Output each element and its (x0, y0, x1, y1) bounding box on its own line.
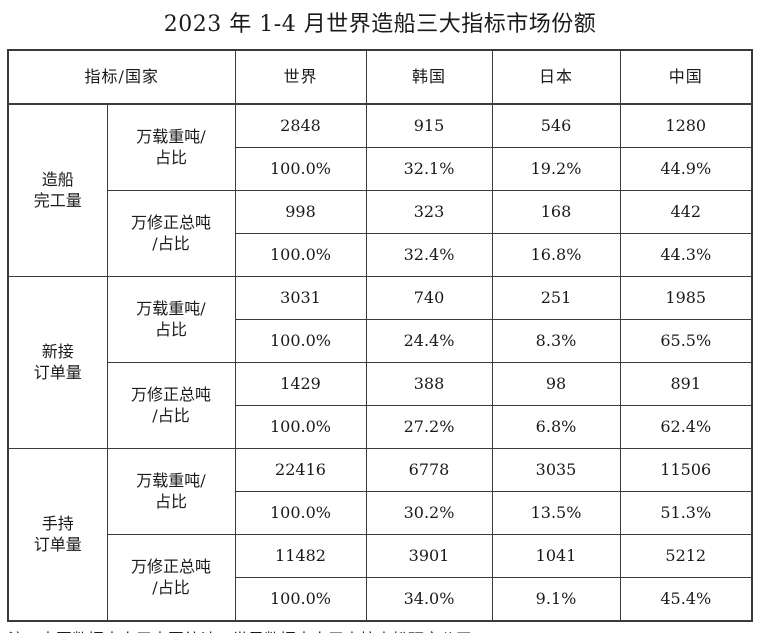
table-row: 100.0% 32.1% 19.2% 44.9% (8, 147, 753, 191)
cell-share: 100.0% (234, 233, 367, 277)
metric-label-dwt: 万载重吨/ 占比 (106, 448, 236, 535)
cell-share: 27.2% (365, 405, 493, 449)
table-row: 新接 订单量 万载重吨/ 占比 3031 740 251 1985 (7, 276, 753, 449)
cell-value: 998 (234, 190, 367, 234)
metric-label-cgt: 万修正总吨 /占比 (106, 190, 236, 277)
section-label-new-orders: 新接 订单量 (7, 276, 108, 449)
metric-label-line: /占比 (152, 405, 190, 425)
cell-value: 546 (491, 103, 621, 148)
cell-share: 8.3% (491, 319, 621, 363)
cell-share: 34.0% (365, 577, 493, 622)
cell-value: 442 (619, 190, 753, 234)
cell-share: 9.1% (491, 577, 621, 622)
metric-label-line: 万载重吨/ (136, 298, 206, 318)
metric-label-line: 占比 (154, 319, 187, 339)
cell-share: 62.4% (619, 405, 753, 449)
column-header-korea: 韩国 (365, 49, 493, 105)
source-note: 注：中国数据来自于中国统计，世界数据来自于克拉克松研究公司。 (8, 626, 760, 633)
page-title: 2023 年 1-4 月世界造船三大指标市场份额 (163, 12, 597, 37)
cell-value: 1985 (619, 276, 753, 320)
cell-value: 168 (491, 190, 621, 234)
table-row: 100.0% 30.2% 13.5% 51.3% (8, 491, 753, 535)
cell-value: 98 (491, 362, 621, 406)
section-label-line: 新接 (41, 341, 74, 361)
metric-label-dwt: 万载重吨/ 占比 (106, 276, 236, 363)
cell-share: 100.0% (234, 405, 367, 449)
cell-value: 1041 (491, 534, 621, 578)
cell-value: 22416 (234, 448, 367, 492)
cell-value: 2848 (234, 103, 367, 148)
cell-share: 24.4% (365, 319, 493, 363)
cell-value: 1280 (619, 103, 753, 148)
section-label-line: 手持 (41, 513, 74, 533)
table-row: 万修正总吨 /占比 11482 3901 1041 5212 (8, 534, 753, 622)
cell-value: 891 (619, 362, 753, 406)
metric-label-line: 万修正总吨 (130, 384, 211, 404)
metric-label-cgt: 万修正总吨 /占比 (106, 362, 236, 449)
cell-share: 19.2% (491, 147, 621, 191)
cell-value: 1429 (234, 362, 367, 406)
column-header-japan: 日本 (491, 49, 621, 105)
cell-share: 100.0% (234, 319, 367, 363)
cell-share: 16.8% (491, 233, 621, 277)
cell-share: 45.4% (619, 577, 753, 622)
cell-share: 100.0% (234, 147, 367, 191)
table-row: 100.0% 34.0% 9.1% 45.4% (8, 577, 753, 622)
table-row: 100.0% 24.4% 8.3% 65.5% (8, 319, 753, 363)
section-label-completions: 造船 完工量 (7, 103, 108, 277)
metric-label-line: 占比 (154, 147, 187, 167)
cell-value: 3031 (234, 276, 367, 320)
metric-label-line: 万载重吨/ (136, 470, 206, 490)
cell-share: 100.0% (234, 577, 367, 622)
cell-share: 13.5% (491, 491, 621, 535)
metric-label-dwt: 万载重吨/ 占比 (106, 103, 236, 191)
cell-share: 44.3% (619, 233, 753, 277)
cell-value: 251 (491, 276, 621, 320)
market-share-table: 指标/国家 世界 韩国 日本 中国 造船 完工量 万载重吨/ 占比 2848 9… (7, 49, 753, 622)
cell-value: 323 (365, 190, 493, 234)
column-header-china: 中国 (619, 49, 753, 105)
table-row: 手持 订单量 万载重吨/ 占比 22416 6778 3035 11506 (7, 448, 753, 622)
section-label-line: 完工量 (33, 190, 82, 210)
table-row: 100.0% 27.2% 6.8% 62.4% (8, 405, 753, 449)
cell-share: 100.0% (234, 491, 367, 535)
metric-label-line: 万修正总吨 (130, 556, 211, 576)
cell-value: 5212 (619, 534, 753, 578)
metric-label-cgt: 万修正总吨 /占比 (106, 534, 236, 622)
section-label-line: 订单量 (33, 534, 82, 554)
cell-share: 51.3% (619, 491, 753, 535)
section-label-line: 造船 (41, 169, 74, 189)
cell-value: 11506 (619, 448, 753, 492)
section-label-line: 订单量 (33, 362, 82, 382)
metric-label-line: 占比 (154, 491, 187, 511)
corner-header: 指标/国家 (7, 49, 236, 105)
metric-label-line: 万载重吨/ (136, 126, 206, 146)
cell-value: 6778 (365, 448, 493, 492)
cell-share: 6.8% (491, 405, 621, 449)
cell-value: 11482 (234, 534, 367, 578)
cell-share: 32.1% (365, 147, 493, 191)
cell-share: 32.4% (365, 233, 493, 277)
cell-value: 388 (365, 362, 493, 406)
cell-share: 65.5% (619, 319, 753, 363)
metric-label-line: /占比 (152, 233, 190, 253)
column-header-world: 世界 (234, 49, 367, 105)
cell-share: 44.9% (619, 147, 753, 191)
section-label-orderbook: 手持 订单量 (7, 448, 108, 622)
table-row: 万修正总吨 /占比 998 323 168 442 (8, 190, 753, 277)
cell-value: 3035 (491, 448, 621, 492)
table-row: 100.0% 32.4% 16.8% 44.3% (8, 233, 753, 277)
cell-value: 915 (365, 103, 493, 148)
cell-share: 30.2% (365, 491, 493, 535)
metric-label-line: 万修正总吨 (130, 212, 211, 232)
metric-label-line: /占比 (152, 577, 190, 597)
cell-value: 3901 (365, 534, 493, 578)
header-row: 指标/国家 世界 韩国 日本 中国 (7, 49, 753, 105)
table-row: 造船 完工量 万载重吨/ 占比 2848 915 546 1280 (7, 103, 753, 277)
table-row: 万修正总吨 /占比 1429 388 98 891 (8, 362, 753, 449)
cell-value: 740 (365, 276, 493, 320)
